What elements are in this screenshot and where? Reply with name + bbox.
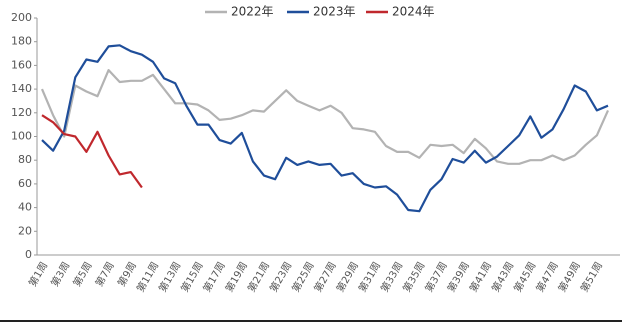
y-tick-label: 160 <box>11 58 32 71</box>
y-tick-label: 40 <box>18 201 32 214</box>
x-tick-label: 第7周 <box>92 260 116 289</box>
y-tick-label: 140 <box>11 82 32 95</box>
x-tick-label: 第3周 <box>48 260 72 289</box>
y-tick-label: 20 <box>18 224 32 237</box>
y-tick-label: 80 <box>18 153 32 166</box>
y-tick-label: 180 <box>11 35 32 48</box>
y-tick-label: 0 <box>25 248 32 261</box>
legend-label: 2022年 <box>231 5 274 19</box>
y-tick-label: 120 <box>11 106 32 119</box>
series-line <box>40 69 610 165</box>
y-tick-label: 200 <box>11 11 32 24</box>
x-tick-label: 第5周 <box>70 260 94 289</box>
x-tick-label: 第51周 <box>577 260 605 295</box>
legend-label: 2024年 <box>392 5 435 19</box>
y-tick-label: 60 <box>18 177 32 190</box>
series-line <box>41 114 143 189</box>
x-tick-label: 第9周 <box>115 260 139 289</box>
series-line <box>41 44 609 213</box>
legend-label: 2023年 <box>313 5 356 19</box>
x-tick-label: 第1周 <box>26 260 50 289</box>
y-tick-label: 100 <box>11 130 32 143</box>
